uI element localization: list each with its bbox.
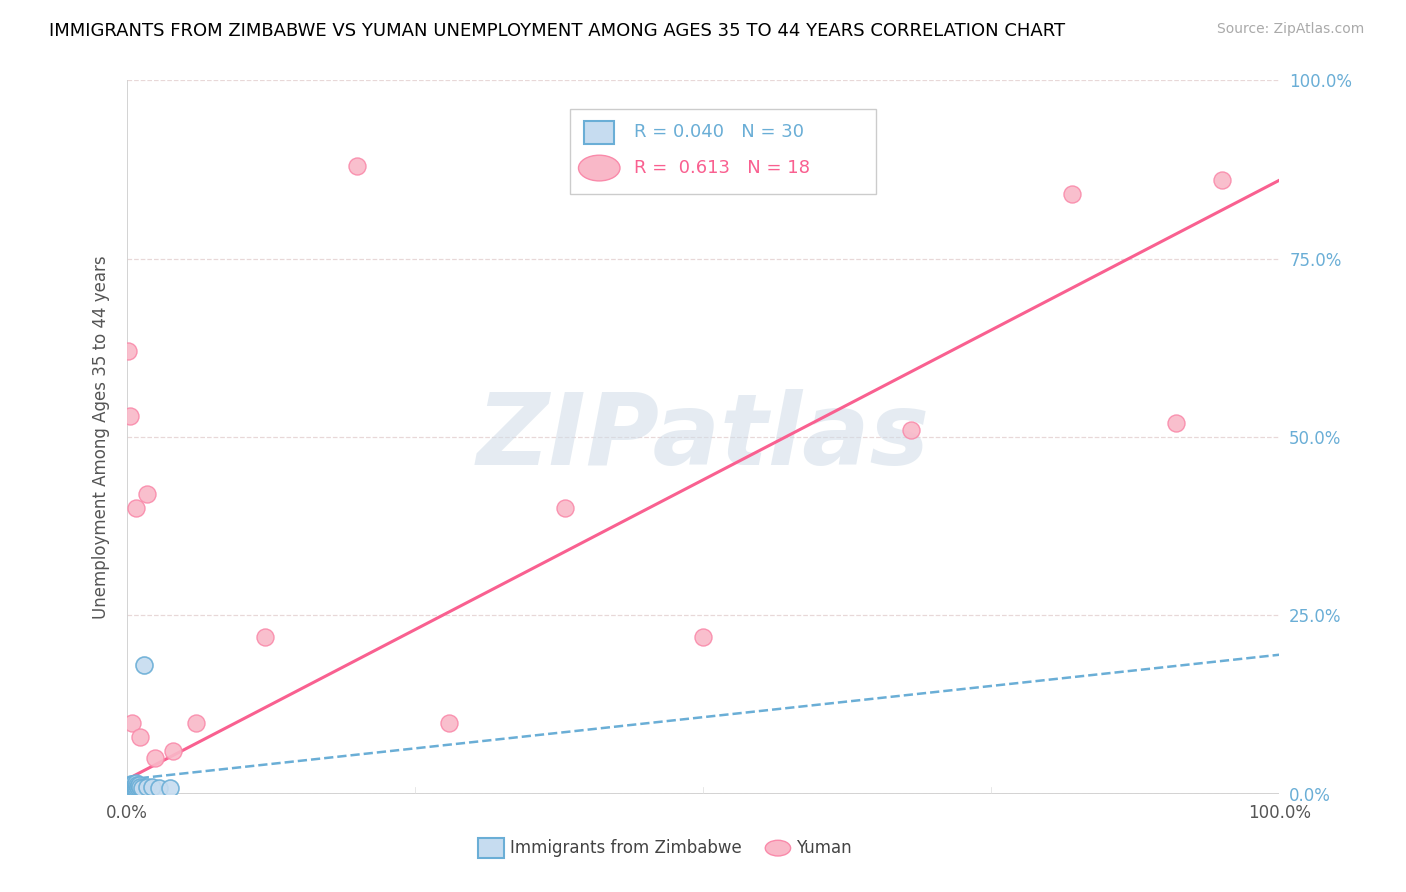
Point — [121, 781, 143, 796]
Point — [136, 780, 159, 794]
Point — [141, 780, 163, 794]
Point — [118, 783, 141, 797]
Text: R = 0.040   N = 30: R = 0.040 N = 30 — [634, 123, 804, 141]
Point — [184, 715, 207, 730]
Point — [117, 344, 139, 359]
Point — [125, 780, 148, 794]
Point — [124, 778, 146, 792]
Point — [253, 630, 276, 644]
Point — [145, 751, 166, 765]
FancyBboxPatch shape — [585, 121, 614, 144]
Point — [692, 630, 714, 644]
Text: ZIPatlas: ZIPatlas — [477, 389, 929, 485]
Point — [129, 730, 152, 744]
Point — [127, 780, 149, 794]
Point — [117, 783, 139, 797]
Point — [900, 423, 922, 437]
Point — [148, 781, 170, 796]
Point — [121, 783, 143, 797]
Text: Source: ZipAtlas.com: Source: ZipAtlas.com — [1216, 22, 1364, 37]
Text: Yuman: Yuman — [796, 839, 852, 857]
Point — [124, 781, 146, 796]
Point — [120, 782, 142, 797]
Point — [1164, 416, 1187, 430]
Text: IMMIGRANTS FROM ZIMBABWE VS YUMAN UNEMPLOYMENT AMONG AGES 35 TO 44 YEARS CORRELA: IMMIGRANTS FROM ZIMBABWE VS YUMAN UNEMPL… — [49, 22, 1066, 40]
Point — [439, 715, 461, 730]
Point — [159, 781, 181, 796]
Circle shape — [578, 155, 620, 181]
Text: Immigrants from Zimbabwe: Immigrants from Zimbabwe — [510, 839, 742, 857]
Point — [129, 780, 152, 794]
Point — [118, 778, 141, 792]
Point — [125, 778, 148, 792]
Point — [118, 781, 141, 796]
Point — [122, 777, 145, 791]
Point — [132, 658, 155, 673]
FancyBboxPatch shape — [571, 109, 876, 194]
Point — [118, 781, 141, 796]
Point — [125, 501, 148, 516]
Point — [118, 409, 141, 423]
Point — [125, 776, 148, 790]
Circle shape — [765, 840, 790, 856]
Point — [1060, 187, 1083, 202]
Text: R =  0.613   N = 18: R = 0.613 N = 18 — [634, 159, 810, 177]
Point — [121, 715, 143, 730]
Point — [162, 744, 184, 758]
Point — [131, 781, 153, 796]
Point — [118, 780, 141, 794]
Point — [121, 780, 143, 794]
Point — [120, 780, 142, 794]
Point — [128, 778, 150, 792]
Point — [120, 777, 142, 791]
Point — [122, 780, 145, 794]
Point — [1211, 173, 1233, 187]
Point — [346, 159, 368, 173]
Point — [136, 487, 159, 501]
Y-axis label: Unemployment Among Ages 35 to 44 years: Unemployment Among Ages 35 to 44 years — [91, 255, 110, 619]
FancyBboxPatch shape — [478, 838, 503, 858]
Point — [122, 781, 145, 796]
Point — [121, 778, 143, 792]
Point — [554, 501, 576, 516]
